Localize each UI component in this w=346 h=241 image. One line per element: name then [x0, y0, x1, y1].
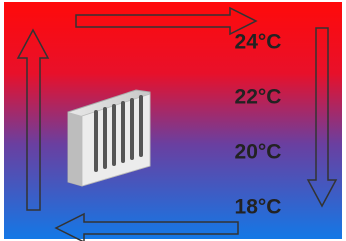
- temperature-label: 22°C: [235, 86, 282, 109]
- page: 24°C 22°C 20°C 18°C (() => { const data …: [0, 0, 346, 241]
- temperature-label: 18°C: [235, 196, 282, 219]
- temperature-label: 24°C: [235, 31, 282, 54]
- temperature-label: 20°C: [235, 141, 282, 164]
- diagram: 24°C 22°C 20°C 18°C: [0, 0, 346, 241]
- background: [4, 2, 342, 239]
